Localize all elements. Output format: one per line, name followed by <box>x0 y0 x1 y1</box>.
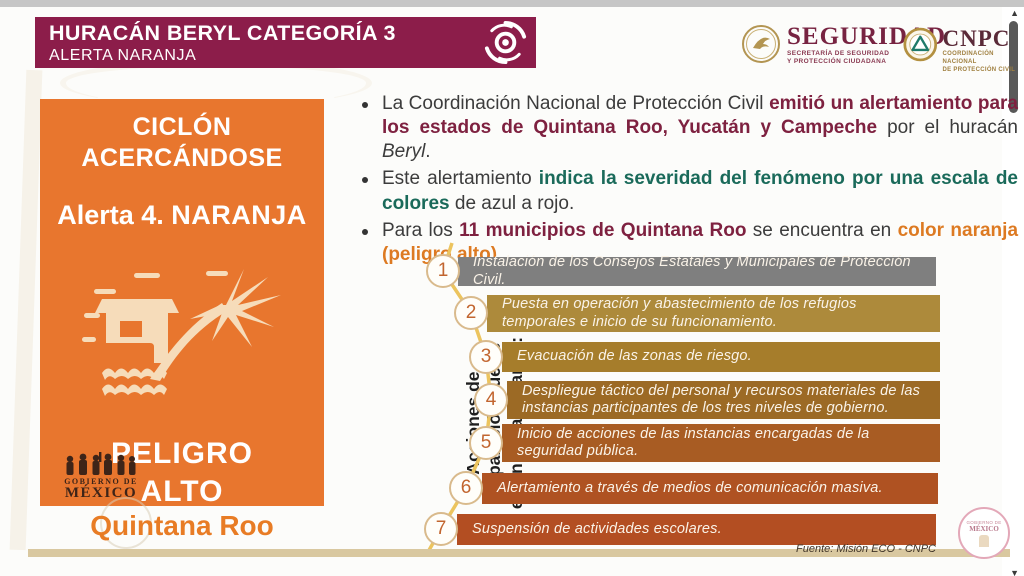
bullet-text: Este alertamiento <box>382 168 539 190</box>
scroll-down-icon[interactable]: ▼ <box>1010 568 1019 576</box>
cnpc-logo: CNPC COORDINACIÓN NACIONAL DE PROTECCIÓN… <box>903 26 1024 75</box>
faint-seal-watermark <box>100 497 152 549</box>
bullet-text: . <box>425 141 431 163</box>
hurricane-spiral-icon <box>484 20 527 65</box>
bullet-item: Para los 11 municipios de Quintana Roo s… <box>356 219 1018 267</box>
footer-divider-line <box>28 549 1010 557</box>
action-step-text: Puesta en operación y abastecimiento de … <box>502 296 857 330</box>
bullet-text-highlight: emitió un alertamiento para los estados … <box>382 93 1018 139</box>
action-step-bar: Evacuación de las zonas de riesgo. <box>502 342 940 372</box>
step-number-badge: 4 <box>474 383 508 417</box>
gobierno-mexico-seal: GOBIERNO DE MÉXICO <box>958 507 1010 559</box>
source-credit: Fuente: Misión ECO - CNPC <box>796 543 936 555</box>
scrollbar-track[interactable]: ▲ ▼ <box>1002 7 1024 576</box>
action-step-text: Suspensión de actividades escolares. <box>472 520 722 537</box>
summary-bullet-list: La Coordinación Nacional de Protección C… <box>356 92 1018 270</box>
action-step-text: Instalación de los Consejos Estatales y … <box>473 254 911 288</box>
cnpc-subtitle-1: COORDINACIÓN NACIONAL <box>942 51 994 66</box>
alert-level-line: Alerta 4. NARANJA <box>40 199 324 231</box>
seguridad-subtitle-2: Y PROTECCIÓN CIUDADANA <box>787 58 887 66</box>
alert-level-value: NARANJA <box>171 199 307 230</box>
gobierno-text-line1: GOBIERNO DE <box>64 476 138 486</box>
bullet-text: de azul a rojo. <box>449 192 575 214</box>
seal-text-line1: GOBIERNO DE <box>966 519 1002 525</box>
alert-card: CICLÓN ACERCÁNDOSE Alerta 4. NARANJA PE <box>40 99 324 508</box>
alert-card-headline: CICLÓN ACERCÁNDOSE <box>81 113 283 173</box>
seal-text-line2: MÉXICO <box>969 524 999 533</box>
action-step-text: Despliegue táctico del personal y recurs… <box>522 382 921 416</box>
action-step-bar: Alertamiento a través de medios de comun… <box>482 473 938 504</box>
step-number-badge: 2 <box>454 296 488 330</box>
bullet-text: por el huracán <box>877 117 1018 139</box>
action-step-bar: Suspensión de actividades escolares. <box>457 514 936 545</box>
scroll-up-icon[interactable]: ▲ <box>1010 8 1019 18</box>
action-step-bar: Instalación de los Consejos Estatales y … <box>458 254 936 288</box>
cnpc-triangle-seal-icon <box>903 27 938 62</box>
step-number-badge: 6 <box>449 471 483 505</box>
action-step-bar: Puesta en operación y abastecimiento de … <box>487 295 940 332</box>
seal-figure-icon <box>979 534 989 547</box>
bullet-text-highlight: indica la severidad del fenómeno por una… <box>382 168 1018 214</box>
action-step-text: Alertamiento a través de medios de comun… <box>497 479 883 496</box>
action-step-bar: Despliegue táctico del personal y recurs… <box>507 381 940 419</box>
bullet-text: La Coordinación Nacional de Protección C… <box>382 93 770 114</box>
flooded-house-palm-icon <box>82 269 281 396</box>
action-step-text: Inicio de acciones de las instancias enc… <box>517 425 870 459</box>
step-number-badge: 5 <box>469 426 503 460</box>
gobierno-mexico-logo: GOBIERNO DE MÉXICO <box>62 451 140 500</box>
header-banner: HURACÁN BERYL CATEGORÍA 3 ALERTA NARANJA <box>35 17 536 68</box>
cnpc-subtitle-2: DE PROTECCIÓN CIVIL <box>942 66 1016 73</box>
scrollbar-thumb[interactable] <box>1009 21 1018 113</box>
seguridad-eagle-seal-icon <box>742 25 780 63</box>
hurricane-name: Beryl <box>382 141 426 163</box>
background-watermark-stripe <box>9 69 43 551</box>
slide-title: HURACÁN BERYL CATEGORÍA 3 <box>49 21 396 45</box>
danger-level-label: PELIGRO ALTO <box>110 437 253 508</box>
state-name: Quintana Roo <box>90 510 274 541</box>
bullet-text: se encuentra en <box>746 219 898 241</box>
step-number-badge: 3 <box>469 340 503 374</box>
bullet-item: La Coordinación Nacional de Protección C… <box>356 92 1018 164</box>
alert-level-prefix: Alerta 4. <box>57 199 172 230</box>
seguridad-subtitle-1: SECRETARÍA DE SEGURIDAD <box>787 50 890 58</box>
step-number-badge: 1 <box>426 254 460 288</box>
bullet-text-highlight: 11 municipios de Quintana Roo <box>459 219 747 241</box>
bullet-item: Este alertamiento indica la severidad de… <box>356 167 1018 215</box>
action-step-bar: Inicio de acciones de las instancias enc… <box>502 424 940 462</box>
step-number-badge: 7 <box>424 512 458 546</box>
gobierno-text-line2: MÉXICO <box>64 484 138 501</box>
gobierno-figures-icon <box>66 451 136 475</box>
cnpc-wordmark: CNPC <box>942 26 1011 51</box>
window-top-bar <box>0 0 1024 7</box>
slide-subtitle: ALERTA NARANJA <box>49 46 197 64</box>
bullet-text: Para los <box>382 219 460 241</box>
action-step-text: Evacuación de las zonas de riesgo. <box>517 348 752 365</box>
